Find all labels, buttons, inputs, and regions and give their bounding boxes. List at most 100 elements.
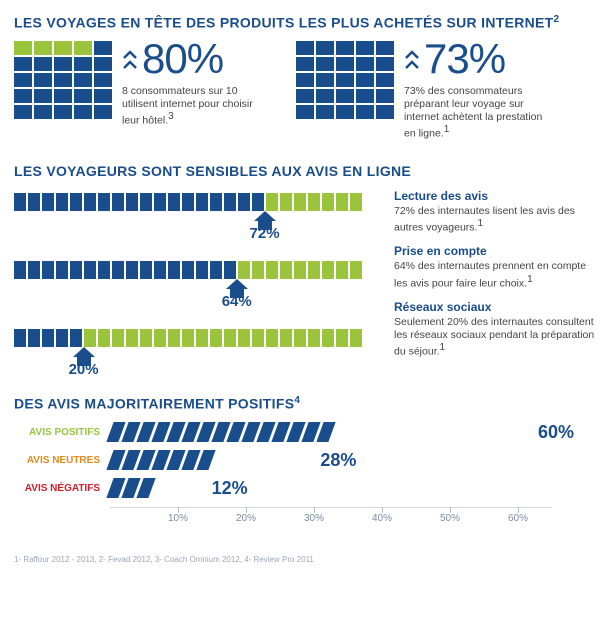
axis-tick-label: 30% (304, 513, 324, 524)
bar-segment (322, 193, 334, 211)
bar-segment (350, 261, 362, 279)
grid-cell (34, 105, 52, 119)
bar-segment (98, 329, 110, 347)
bar-segment (126, 193, 138, 211)
bar-segment (182, 261, 194, 279)
house-icon (71, 345, 97, 367)
review-row: AVIS POSITIFS 60% (14, 421, 599, 443)
house-icon (224, 277, 250, 299)
section1-title: LES VOYAGES EN TÊTE DES PRODUITS LES PLU… (14, 14, 599, 31)
bar-segment (154, 329, 166, 347)
row-chart: 28% (110, 449, 599, 471)
bar-segment (308, 261, 320, 279)
side-title: Lecture des avis (394, 189, 599, 203)
bar-segment (252, 329, 264, 347)
bar-segment (28, 261, 40, 279)
row-chart: 12% (110, 477, 599, 499)
bar-segment (98, 193, 110, 211)
bar-segment (266, 329, 278, 347)
row-label: AVIS POSITIFS (14, 427, 100, 438)
grid-cell (94, 57, 112, 71)
section3-title: DES AVIS MAJORITAIREMENT POSITIFS4 (14, 395, 599, 412)
bar-marker: 72% (250, 211, 280, 242)
grid-cell (14, 57, 32, 71)
bar-segment (182, 329, 194, 347)
bar-segment (210, 193, 222, 211)
bar-segment (280, 261, 292, 279)
axis-tick-label: 50% (440, 513, 460, 524)
grid-cell (14, 89, 32, 103)
stat-block: 73% 73% des consommateurs préparant leur… (296, 41, 544, 141)
review-row: AVIS NEUTRES 28% (14, 449, 599, 471)
bar-segment (336, 329, 348, 347)
bar-segment (196, 261, 208, 279)
grid-cell (316, 57, 334, 71)
grid-cell (74, 57, 92, 71)
grid-cell (34, 41, 52, 55)
bar-segment (14, 193, 26, 211)
footnote: 1- Raffour 2012 - 2013, 2- Fevad 2012, 3… (14, 555, 599, 564)
bar-segment (56, 329, 68, 347)
grid-cell (74, 89, 92, 103)
bar-segment (266, 261, 278, 279)
row-chart: 60% (110, 421, 599, 443)
section2-side: Lecture des avis 72% des internautes lis… (394, 189, 599, 375)
grid-cell (54, 89, 72, 103)
bar-segment (280, 193, 292, 211)
bar-segment (322, 329, 334, 347)
row-pct: 28% (320, 449, 356, 471)
grid-cell (54, 105, 72, 119)
grid-cell (356, 57, 374, 71)
bar-segment (70, 193, 82, 211)
section3-title-text: DES AVIS MAJORITAIREMENT POSITIFS (14, 395, 294, 411)
grid-cell (376, 73, 394, 87)
axis-tick-label: 10% (168, 513, 188, 524)
bar-segment (140, 261, 152, 279)
bar-segment (14, 261, 26, 279)
bar-segment (140, 329, 152, 347)
bar-segment (112, 329, 124, 347)
bar-segment (28, 329, 40, 347)
house-icon (252, 209, 278, 231)
bar-segment (196, 329, 208, 347)
bar-marker: 64% (222, 279, 252, 310)
bar-segment (84, 261, 96, 279)
percent-bar: 64% (14, 261, 374, 307)
bar-segment (210, 329, 222, 347)
up-arrows-icon (404, 49, 420, 69)
up-arrows-icon (122, 49, 138, 69)
section-3: DES AVIS MAJORITAIREMENT POSITIFS4 AVIS … (14, 395, 599, 548)
grid-cell (74, 105, 92, 119)
big-percent-value: 80% (142, 35, 223, 83)
bar-segment (168, 329, 180, 347)
bar-segment (322, 261, 334, 279)
bar-segment (238, 193, 250, 211)
percent-bar: 72% (14, 193, 374, 239)
side-text: 64% des internautes prennent en compte l… (394, 260, 599, 290)
row-pct: 60% (538, 421, 574, 443)
axis: 10% 20% 30% 40% 50% 60% (110, 507, 599, 523)
section-2: LES VOYAGEURS SONT SENSIBLES AUX AVIS EN… (14, 163, 599, 375)
grid-cell (336, 41, 354, 55)
bar-segment (56, 193, 68, 211)
grid-cell (94, 41, 112, 55)
grid-cell (356, 73, 374, 87)
bar-segment (42, 261, 54, 279)
bar-segment (336, 193, 348, 211)
grid-cell (34, 73, 52, 87)
bar-segment (154, 261, 166, 279)
bar-segment (14, 329, 26, 347)
grid-cell (336, 105, 354, 119)
grid-cell (356, 105, 374, 119)
bar-segment (238, 329, 250, 347)
grid-cell (336, 57, 354, 71)
grid-cell (14, 41, 32, 55)
bar-segment (350, 193, 362, 211)
bar-segment (224, 329, 236, 347)
grid-icon (296, 41, 394, 119)
grid-cell (14, 105, 32, 119)
bar-segment (294, 193, 306, 211)
bar-segment (168, 261, 180, 279)
percent-bar: 20% (14, 329, 374, 375)
axis-tick-label: 60% (508, 513, 528, 524)
